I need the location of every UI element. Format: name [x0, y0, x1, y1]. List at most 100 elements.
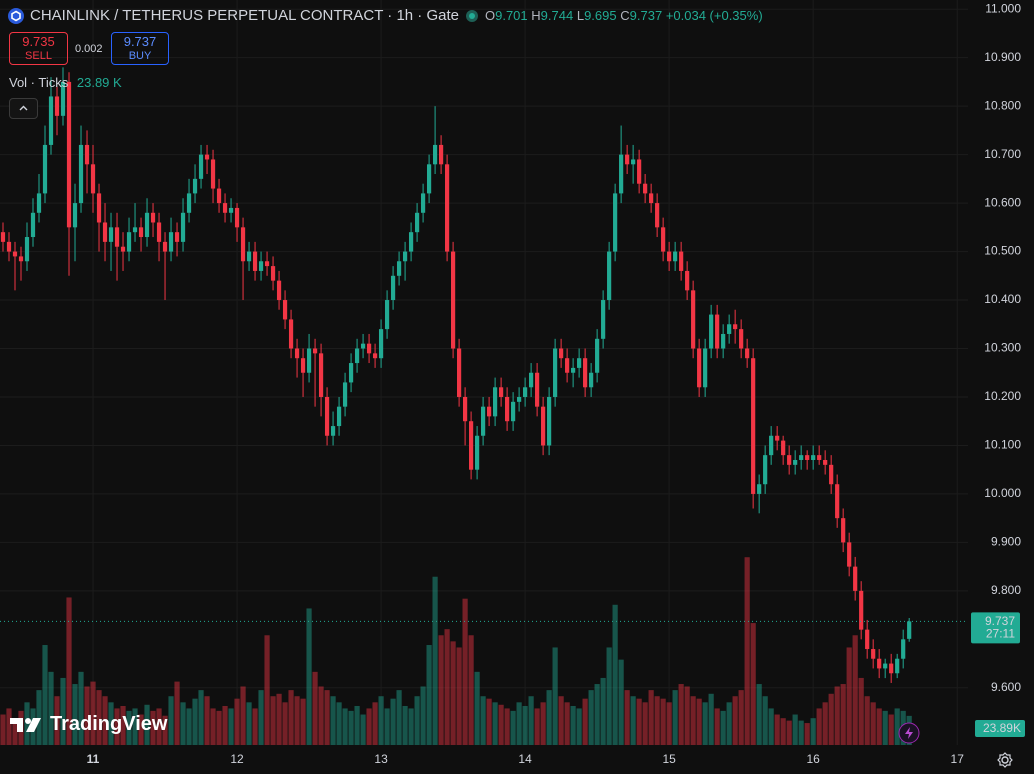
volume-bar [24, 702, 30, 745]
volume-bar [390, 698, 396, 745]
candle-body [889, 663, 894, 674]
volume-bar [210, 708, 216, 745]
volume-bar [114, 708, 120, 745]
candle-body [282, 300, 288, 320]
volume-bar [888, 714, 894, 745]
candle-body [162, 241, 168, 252]
volume-bar [786, 720, 792, 745]
ohlc-value: 9.701 [495, 8, 528, 23]
volume-bar [282, 702, 288, 745]
volume-bar [552, 647, 558, 745]
candle-body [222, 203, 228, 213]
ohlc-letter: C [620, 8, 630, 23]
candle-body [691, 290, 696, 349]
candle-body [264, 261, 270, 267]
volume-bar [486, 698, 492, 745]
candle-body [444, 164, 450, 252]
header: CHAINLINK / TETHERUS PERPETUAL CONTRACT … [8, 7, 763, 24]
volume-bar [768, 708, 774, 745]
candle-body [12, 251, 18, 257]
candle-body [258, 261, 264, 271]
candle-body [324, 396, 330, 436]
candle-body [294, 348, 300, 359]
candle-body [66, 81, 72, 228]
candle-body [901, 639, 906, 659]
collapse-icon [19, 105, 28, 111]
candle-body [246, 251, 252, 262]
candle-body [198, 154, 204, 179]
volume-bar [72, 684, 78, 745]
candle-body [180, 212, 186, 242]
y-tick-label: 9.800 [991, 583, 1021, 597]
volume-bar [828, 693, 834, 745]
candle-body [571, 367, 576, 373]
volume-bar [318, 686, 324, 745]
y-tick-label: 10.800 [984, 98, 1021, 112]
candle-body [192, 178, 198, 194]
volume-bar [288, 690, 294, 745]
candle-body [487, 406, 492, 417]
volume-bar [228, 708, 234, 745]
volume-bar [564, 702, 570, 745]
candle-body [883, 663, 888, 669]
volume-bar [450, 641, 456, 745]
candle-body [679, 251, 684, 271]
candle-body [138, 227, 144, 238]
volume-bar [246, 702, 252, 745]
candle-body [607, 251, 612, 301]
candle-body [619, 154, 624, 194]
volume-bar [156, 708, 162, 745]
volume-bar [408, 708, 414, 745]
coin-logo [8, 7, 24, 24]
volume-bar [150, 710, 156, 745]
volume-bar [108, 702, 114, 745]
x-tick-label: 14 [518, 752, 532, 766]
candle-body [751, 358, 756, 494]
candle-body [535, 372, 540, 407]
candle-body [673, 251, 678, 262]
volume-bar [804, 723, 810, 745]
volume-bar [558, 696, 564, 745]
settings-button[interactable] [996, 751, 1014, 774]
y-tick-label: 10.500 [984, 244, 1021, 258]
candle-body [589, 372, 594, 388]
volume-bar [348, 710, 354, 745]
volume-bar [462, 598, 468, 745]
candle-body [252, 251, 258, 271]
y-tick-label: 10.000 [984, 486, 1021, 500]
candle-body [342, 382, 348, 407]
candle-body [480, 406, 486, 436]
candle-body [450, 251, 456, 349]
candle-body [667, 251, 672, 262]
x-tick-label: 16 [806, 752, 820, 766]
candle-body [318, 353, 324, 397]
volume-bar [42, 645, 48, 745]
candle-body [306, 348, 312, 373]
volume-bar [654, 696, 660, 745]
ohlc-letter: H [531, 8, 541, 23]
candle-body [120, 246, 126, 252]
volume-bar [762, 696, 768, 745]
candle-body [829, 464, 834, 485]
volume-bar [474, 671, 480, 745]
volume-bar [54, 696, 60, 745]
volume-bar [534, 708, 540, 745]
volume-bar [744, 557, 750, 745]
volume-bar [396, 690, 402, 745]
volume-bar [216, 710, 222, 745]
volume-bar [624, 690, 630, 745]
candle-body [871, 649, 876, 659]
volume-bar [822, 702, 828, 745]
volume-bar [84, 686, 90, 745]
volume-bar [438, 635, 444, 745]
volume-bar [126, 710, 132, 745]
volume-bar [792, 714, 798, 745]
candle-body [697, 348, 702, 388]
sell-button[interactable]: 9.735 SELL [9, 32, 68, 65]
volume-bar [402, 705, 408, 745]
candle-body [432, 144, 438, 165]
volume-bar [234, 698, 240, 745]
buy-button[interactable]: 9.737 BUY [111, 32, 169, 65]
collapse-button[interactable] [9, 98, 38, 119]
lightning-button[interactable] [898, 722, 920, 749]
